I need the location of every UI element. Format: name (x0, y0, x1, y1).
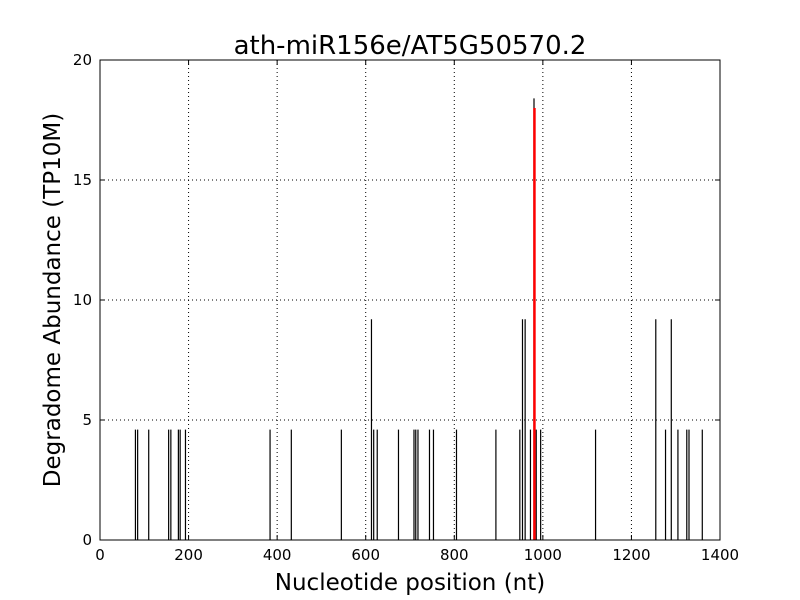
y-tick-label: 15 (73, 171, 92, 189)
grid-lines (100, 60, 720, 540)
y-tick-label: 0 (82, 531, 92, 549)
y-tick-label: 20 (73, 51, 92, 69)
y-axis-label: Degradome Abundance (TP10M) (40, 113, 66, 487)
axis-ticks: 0 200 400 600 800 1000 1200 1400 0 5 10 15 20 (73, 51, 739, 564)
y-tick-label: 5 (82, 411, 92, 429)
x-tick-label: 1000 (524, 546, 562, 564)
bar-marks (134, 98, 703, 540)
x-tick-label: 400 (263, 546, 292, 564)
x-tick-label: 800 (440, 546, 469, 564)
x-tick-label: 1400 (701, 546, 739, 564)
x-tick-label: 1200 (612, 546, 650, 564)
x-axis-label: Nucleotide position (nt) (275, 570, 545, 596)
x-tick-label: 0 (95, 546, 105, 564)
chart-title: ath-miR156e/AT5G50570.2 (234, 31, 587, 61)
x-tick-label: 600 (351, 546, 380, 564)
y-tick-label: 10 (73, 291, 92, 309)
x-tick-label: 200 (174, 546, 203, 564)
